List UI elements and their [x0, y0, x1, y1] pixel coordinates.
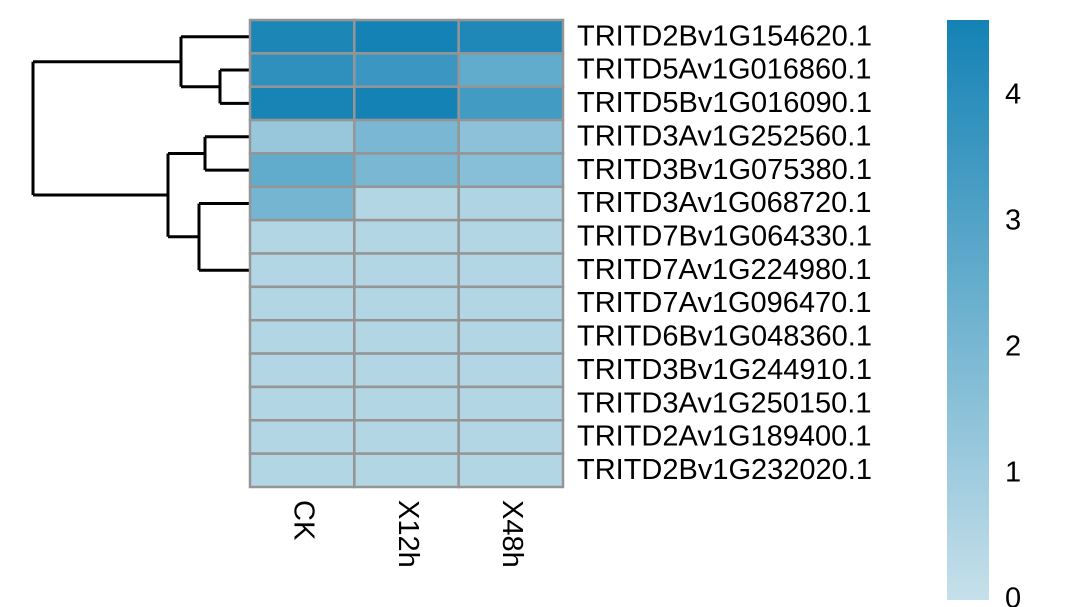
heatmap-cell — [353, 185, 460, 222]
heatmap-cell — [248, 52, 356, 88]
heatmap-cell — [353, 285, 460, 322]
heatmap-cell — [353, 385, 460, 422]
heatmap-cell — [248, 452, 356, 489]
colorbar — [947, 20, 989, 600]
heatmap-cell — [353, 85, 460, 122]
heatmap-cell — [248, 18, 356, 55]
colorbar-tick-label: 3 — [1005, 204, 1021, 236]
heatmap-cell — [248, 85, 356, 122]
heatmap-cell — [353, 18, 460, 55]
row-label: TRITD6Bv1G048360.1 — [577, 321, 872, 353]
heatmap-cell — [457, 419, 565, 455]
row-label: TRITD7Av1G224980.1 — [577, 254, 871, 286]
row-label: TRITD3Av1G250150.1 — [577, 387, 871, 419]
heatmap-cell — [353, 152, 460, 189]
heatmap-cell — [248, 352, 356, 389]
heatmap-cell — [457, 18, 565, 55]
colorbar-tick-label: 2 — [1005, 330, 1021, 362]
heatmap-cell — [353, 452, 460, 489]
heatmap-cell — [248, 385, 356, 422]
heatmap-cell — [248, 152, 356, 189]
heatmap-cell — [353, 318, 460, 355]
heatmap-cell — [353, 118, 460, 155]
colorbar-tick-label: 0 — [1005, 583, 1021, 607]
heatmap-cell — [248, 419, 356, 455]
heatmap-cell — [248, 118, 356, 155]
heatmap-cell — [457, 285, 565, 322]
heatmap-cell — [353, 352, 460, 389]
heatmap-cell — [457, 152, 565, 189]
heatmap-cell — [353, 218, 460, 255]
heatmap-cell — [457, 385, 565, 422]
heatmap-cell — [457, 52, 565, 88]
heatmap-cell — [457, 352, 565, 389]
row-label: TRITD3Av1G068720.1 — [577, 187, 871, 219]
heatmap-cell — [457, 318, 565, 355]
row-label: TRITD2Bv1G232020.1 — [577, 454, 872, 486]
heatmap-cell — [457, 452, 565, 489]
heatmap-cell — [248, 285, 356, 322]
heatmap-cell — [457, 185, 565, 222]
row-label: TRITD3Bv1G244910.1 — [577, 354, 872, 386]
heatmap-cell — [353, 419, 460, 455]
row-label: TRITD2Av1G189400.1 — [577, 421, 871, 453]
heatmap-cell — [353, 52, 460, 88]
heatmap-cell — [457, 218, 565, 255]
heatmap-cell — [248, 218, 356, 255]
row-label: TRITD2Bv1G154620.1 — [577, 20, 872, 52]
heatmap-cell — [457, 252, 565, 289]
column-label: CK — [288, 500, 320, 541]
row-label: TRITD3Av1G252560.1 — [577, 120, 871, 152]
column-label: X48h — [496, 500, 528, 568]
heatmap-cell — [248, 252, 356, 289]
heatmap-cell — [248, 318, 356, 355]
colorbar-tick-label: 1 — [1005, 457, 1021, 489]
row-label: TRITD7Bv1G064330.1 — [577, 220, 872, 252]
colorbar-tick-label: 4 — [1005, 78, 1021, 110]
row-label: TRITD5Av1G016860.1 — [577, 54, 871, 86]
dendrogram — [31, 35, 250, 272]
heatmap-cell — [457, 118, 565, 155]
row-label: TRITD7Av1G096470.1 — [577, 287, 871, 319]
column-label: X12h — [392, 500, 424, 568]
heatmap-cell — [457, 85, 565, 122]
row-label: TRITD5Bv1G016090.1 — [577, 87, 872, 119]
row-label: TRITD3Bv1G075380.1 — [577, 154, 872, 186]
heatmap-cell — [248, 185, 356, 222]
heatmap-cell — [353, 252, 460, 289]
